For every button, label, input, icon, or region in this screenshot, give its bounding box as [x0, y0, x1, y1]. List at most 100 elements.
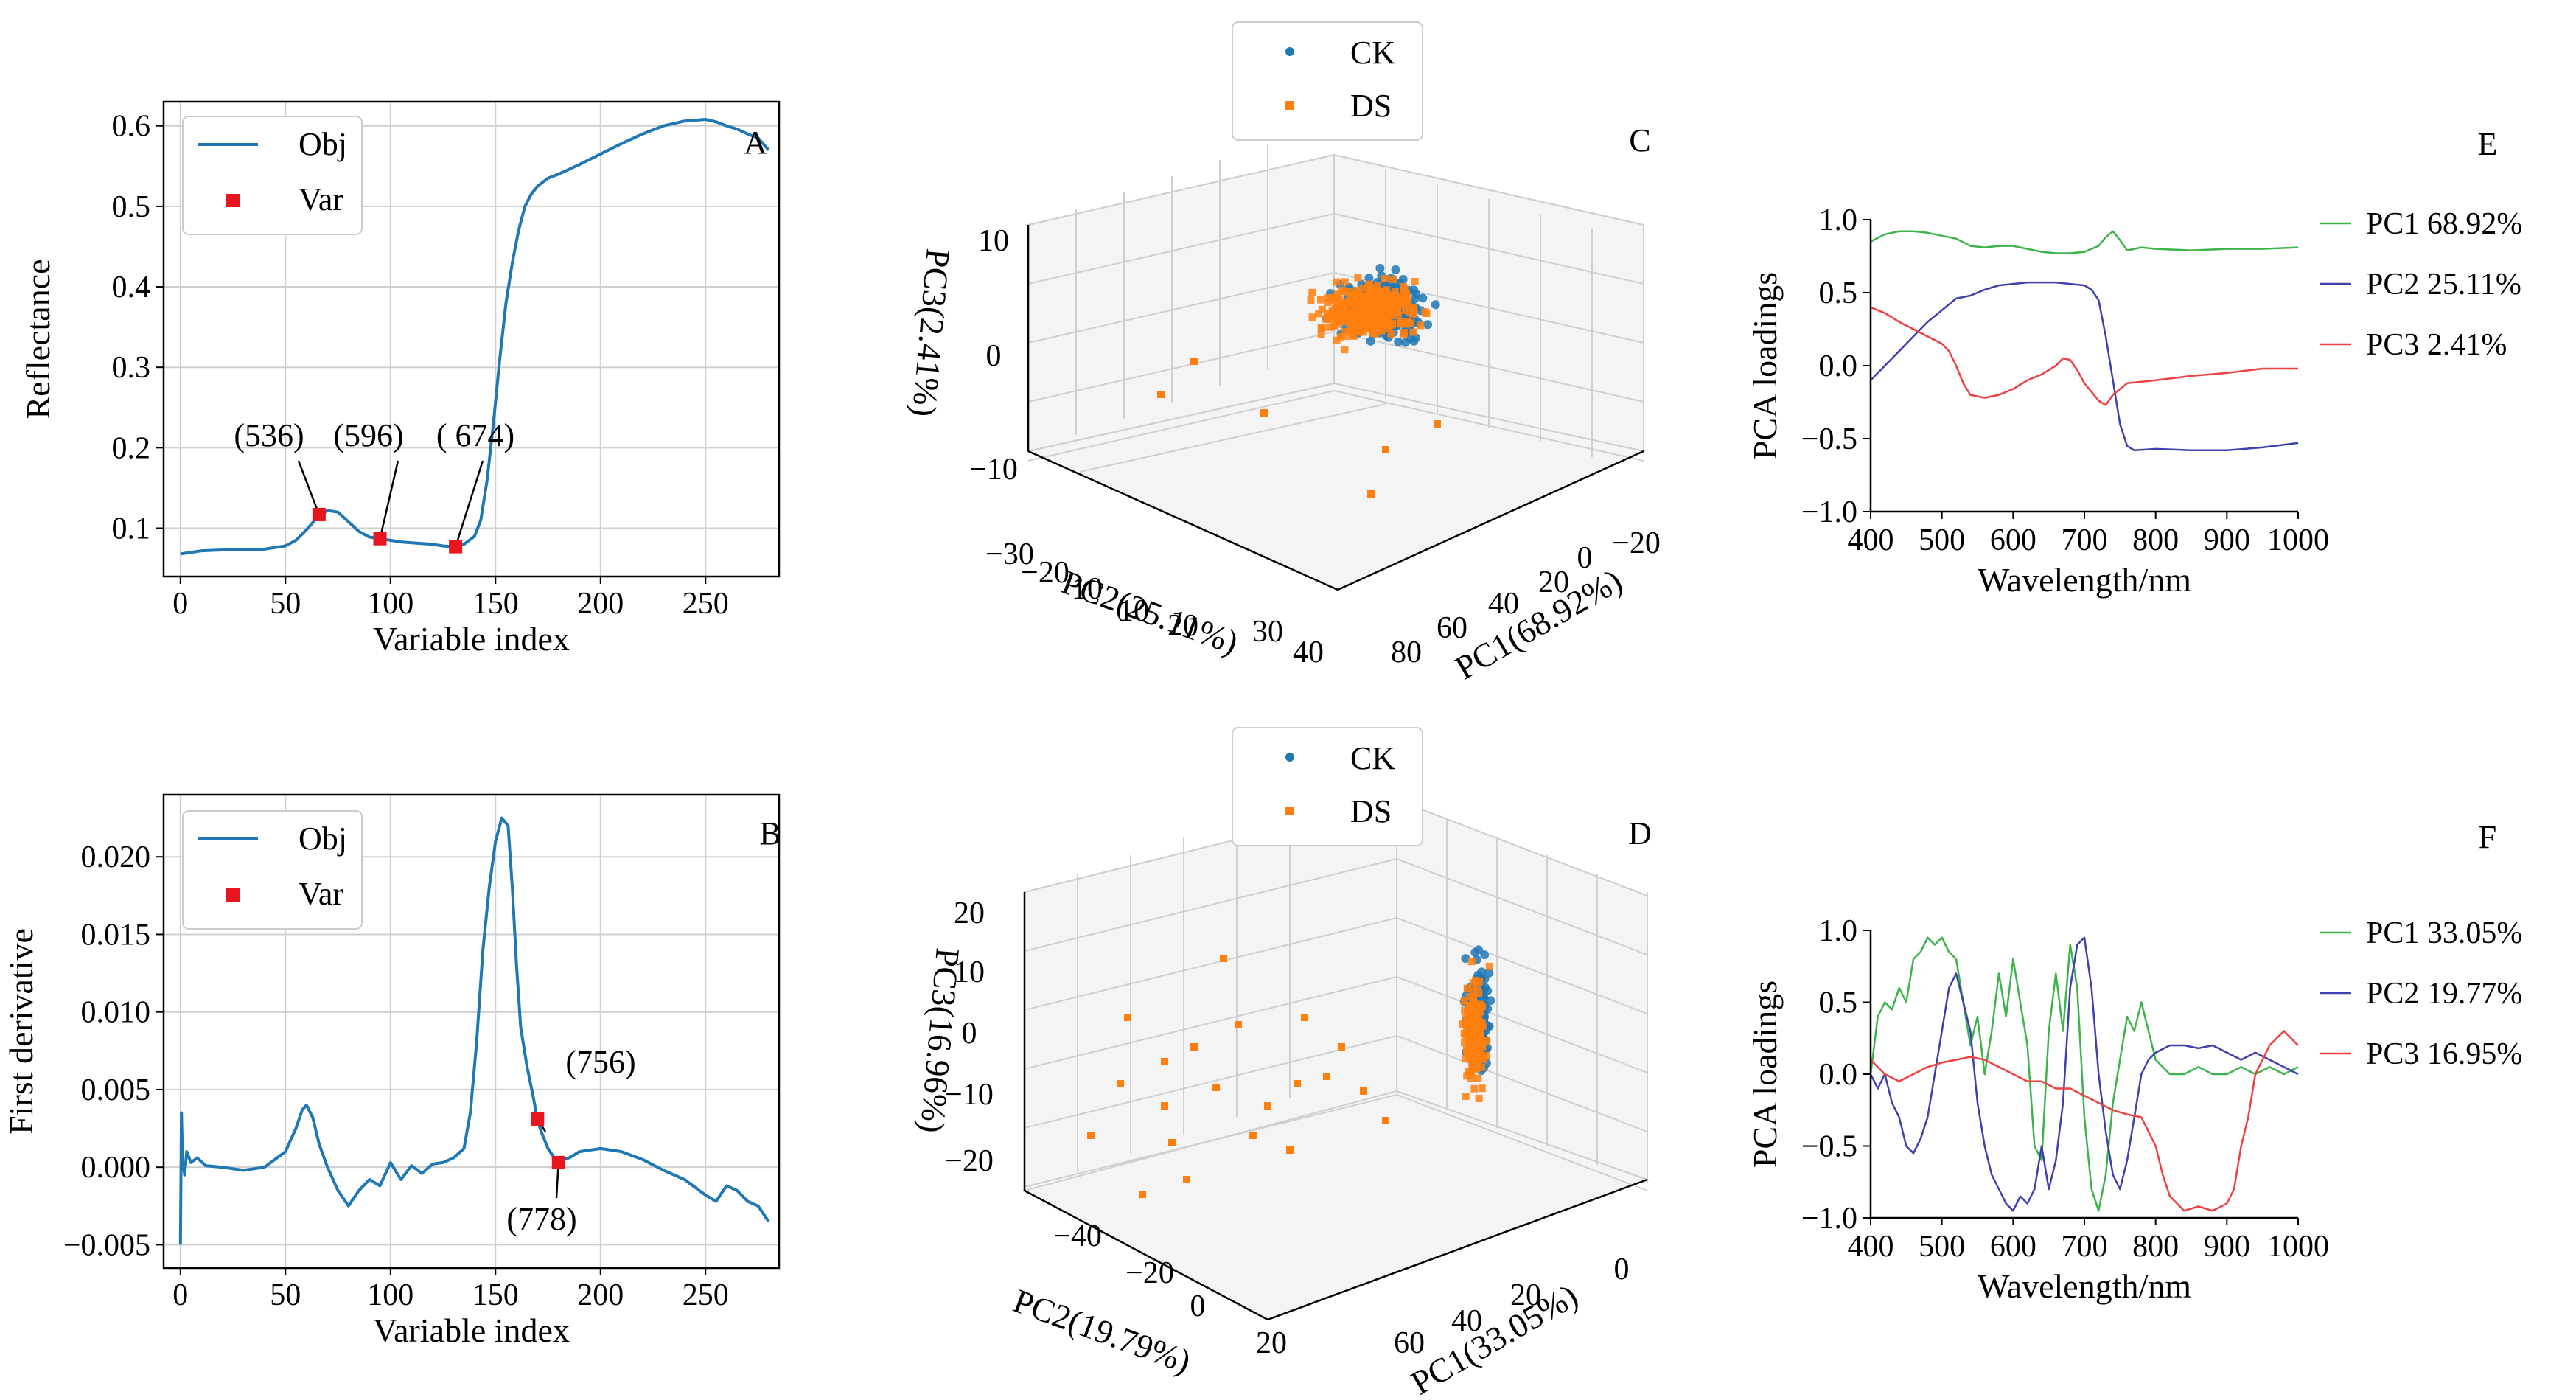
- y-tick-label: 0.6: [112, 110, 151, 144]
- x-axis-label: Variable index: [373, 1312, 570, 1349]
- ds-point: [1359, 292, 1367, 300]
- ds-point: [1301, 1014, 1308, 1021]
- ds-point: [1402, 307, 1409, 315]
- ds-point: [1346, 295, 1354, 303]
- tick-label: 60: [1394, 1326, 1425, 1360]
- ds-point: [1461, 1006, 1469, 1014]
- ds-point: [1183, 1176, 1190, 1183]
- ds-point: [1467, 1018, 1476, 1026]
- ds-point: [1369, 311, 1377, 319]
- ds-point: [1352, 315, 1359, 323]
- y-tick-label: 0.2: [112, 431, 151, 465]
- ds-point: [1365, 280, 1373, 288]
- ds-point: [1391, 305, 1399, 313]
- panel-label-b: B: [759, 815, 781, 852]
- legend-var-label: Var: [299, 876, 343, 912]
- ds-point: [1376, 324, 1384, 332]
- ds-point: [1324, 299, 1332, 306]
- ds-point: [1264, 1102, 1271, 1110]
- x-tick-label: 800: [2132, 523, 2179, 557]
- ds-point: [1220, 955, 1227, 962]
- tick-label: 10: [1072, 572, 1103, 606]
- ck-point: [1423, 320, 1433, 330]
- ds-point: [1294, 1080, 1301, 1087]
- ds-point: [1346, 299, 1354, 307]
- ds-point: [1370, 290, 1378, 298]
- ds-point: [1330, 323, 1338, 331]
- loading-line-3: [1870, 306, 2298, 406]
- ds-point: [1325, 323, 1333, 331]
- axis-line: [1027, 450, 1338, 591]
- ck-point: [1398, 274, 1408, 284]
- ds-point: [1462, 1055, 1470, 1063]
- legend: CK DS: [1232, 727, 1423, 846]
- ds-point: [1469, 1049, 1477, 1057]
- ds-point: [1341, 346, 1349, 354]
- grid-line: [1027, 154, 1335, 226]
- y-tick-label: 0.005: [81, 1073, 151, 1107]
- legend: Obj Var: [182, 810, 363, 930]
- ds-point: [1381, 320, 1389, 328]
- ds-point: [1476, 1006, 1484, 1014]
- ds-point: [1308, 313, 1316, 321]
- x-tick-label: 400: [1848, 523, 1894, 557]
- x-tick-label: 200: [577, 587, 624, 621]
- axis-line: [1267, 1178, 1648, 1321]
- ds-point: [1359, 284, 1367, 292]
- grid-line: [1396, 917, 1648, 1014]
- tick-label: −10: [969, 453, 1018, 487]
- ds-point: [1360, 1087, 1367, 1095]
- x-tick-label: 700: [2062, 523, 2108, 557]
- legend: CK DS: [1232, 21, 1423, 141]
- ds-point: [1409, 328, 1417, 336]
- tick-label: −20: [1612, 526, 1661, 560]
- y-tick-label: 0.1: [112, 512, 151, 546]
- ds-point: [1475, 1014, 1483, 1022]
- ds-point: [1470, 1040, 1478, 1048]
- ds-point: [1381, 275, 1389, 283]
- x-axis-label: Variable index: [373, 620, 570, 658]
- ds-point: [1382, 307, 1389, 316]
- ds-point: [1470, 1064, 1478, 1072]
- x-tick-label: 600: [1990, 523, 2036, 557]
- legend-var-swatch: [226, 194, 240, 207]
- ds-point: [1465, 1026, 1473, 1034]
- ds-point: [1469, 998, 1477, 1006]
- y-tick-label: 0.015: [81, 918, 151, 952]
- x-tick-label: 0: [172, 587, 188, 621]
- tick-label: 20: [1167, 609, 1198, 643]
- ds-point: [1345, 288, 1353, 296]
- ck-point: [1480, 950, 1490, 960]
- ds-point: [1357, 326, 1365, 334]
- grid-line: [1333, 331, 1644, 403]
- ds-point: [1475, 1095, 1483, 1102]
- ds-point: [1460, 997, 1468, 1005]
- x-axis-label: Wavelength/nm: [1978, 561, 2191, 599]
- ds-point: [1328, 311, 1336, 319]
- ds-point: [1341, 299, 1350, 307]
- ds-point: [1333, 293, 1341, 301]
- ds-point: [1161, 1102, 1168, 1110]
- grid-line: [1024, 917, 1397, 1011]
- tick-label: 0: [986, 339, 1002, 373]
- ds-point: [1315, 310, 1323, 318]
- ds-point: [1389, 275, 1397, 283]
- ds-point: [1366, 303, 1374, 311]
- ds-point: [1476, 978, 1484, 986]
- ds-point: [1347, 326, 1355, 334]
- series-line-1: [180, 118, 770, 556]
- ds-point: [1389, 319, 1397, 327]
- grid-line: [1024, 1035, 1397, 1129]
- panel-b-first-derivative-chart: 0 50 100 150 200 250 −0.005 0.000 0.005 0.010 0.01…: [2, 793, 781, 1349]
- y-tick-label: 0.010: [81, 996, 151, 1030]
- legend-ds-swatch: [1285, 807, 1294, 815]
- grid-line: [1333, 390, 1644, 462]
- ds-point: [1474, 1074, 1482, 1082]
- y-tick-label: 0.0: [1819, 349, 1858, 383]
- legend: Obj Var: [182, 116, 363, 235]
- legend-label-2: PC2 19.77%: [2366, 977, 2522, 1011]
- ds-point: [1476, 1020, 1484, 1028]
- ds-point: [1382, 1117, 1389, 1124]
- ds-point: [1190, 358, 1198, 365]
